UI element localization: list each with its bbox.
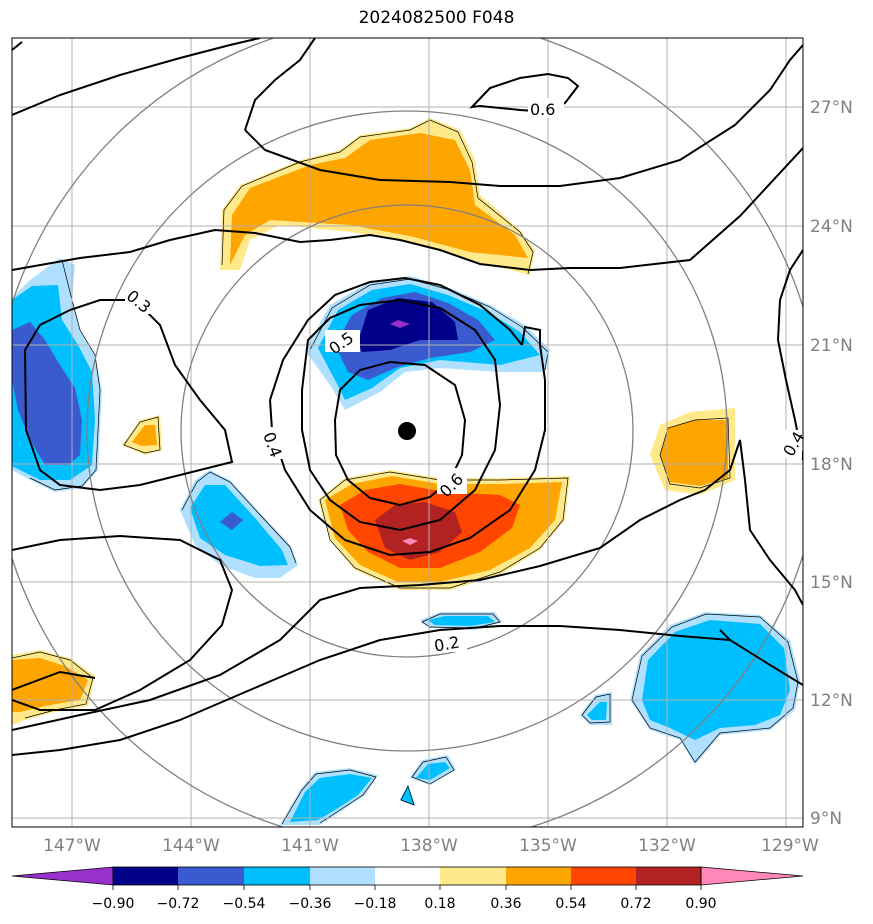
lat-label: 18°N (810, 455, 853, 475)
lon-label: 135°W (519, 836, 577, 856)
lat-label: 24°N (810, 217, 853, 237)
colorbar-segment (440, 867, 506, 885)
colorbar-tick-label: 0.72 (620, 896, 651, 912)
lon-label: 147°W (43, 836, 101, 856)
colorbar-segment (244, 867, 310, 885)
map-plot-area: 0.6 0.3 0.5 0.4 0.6 0.4 0.2 (12, 38, 803, 827)
colorbar-extend-low (11, 866, 114, 886)
colorbar-segment (310, 867, 375, 885)
latitude-axis: 27°N 24°N 21°N 18°N 15°N 12°N 9°N (810, 98, 853, 829)
contour-05 (301, 298, 502, 532)
colorbar-segment (506, 867, 571, 885)
colorbar-tick-label: −0.36 (289, 896, 332, 912)
lat-label: 21°N (810, 336, 853, 356)
colorbar-segment (178, 867, 244, 885)
colorbar-tick-label: −0.72 (157, 896, 200, 912)
colorbar-tick-label: −0.18 (354, 896, 397, 912)
lon-label: 141°W (281, 836, 339, 856)
contour-06-center (333, 360, 467, 507)
colorbar-tick-label: −0.54 (223, 896, 266, 912)
colorbar-tick-label: 0.54 (555, 896, 586, 912)
colorbar-tick-label: 0.18 (424, 896, 455, 912)
colorbar-segment (375, 867, 440, 885)
contour-06-north (469, 72, 580, 114)
colorbar-tick-label: −0.90 (92, 896, 135, 912)
shading-layer (12, 118, 800, 825)
contour-03 (23, 299, 234, 492)
contour-label: 0.2 (433, 632, 461, 655)
colorbar-segment (113, 867, 178, 885)
colorbar-tick-label: 0.90 (685, 896, 716, 912)
lat-label: 12°N (810, 691, 853, 711)
contours (12, 38, 803, 756)
map-title: 2024082500 F048 (358, 8, 515, 28)
lon-label: 129°W (761, 836, 819, 856)
colorbar-segment (636, 867, 701, 885)
contour-04-center (269, 276, 523, 401)
lon-label: 144°W (162, 836, 220, 856)
gridlines (12, 38, 803, 827)
lat-label: 15°N (810, 573, 853, 593)
lon-label: 138°W (400, 836, 458, 856)
longitude-axis: 147°W 144°W 141°W 138°W 135°W 132°W 129°… (43, 836, 819, 856)
colorbar-segment (571, 867, 636, 885)
lat-label: 9°N (810, 809, 842, 829)
colorbar-extend-high (700, 866, 804, 886)
range-rings (12, 38, 803, 827)
lat-label: 27°N (810, 98, 853, 118)
contour-04-east (776, 249, 803, 461)
contour-label-group: 0.6 0.3 0.5 0.4 0.6 0.4 0.2 (123, 98, 803, 656)
contour-label: 0.6 (530, 100, 555, 119)
map-frame (11, 37, 804, 828)
colorbar: −0.90 −0.72 −0.54 −0.36 −0.18 0.18 0.36 … (11, 866, 804, 912)
storm-center-marker (398, 422, 416, 440)
lon-label: 132°W (638, 836, 696, 856)
colorbar-tick-label: 0.36 (490, 896, 521, 912)
